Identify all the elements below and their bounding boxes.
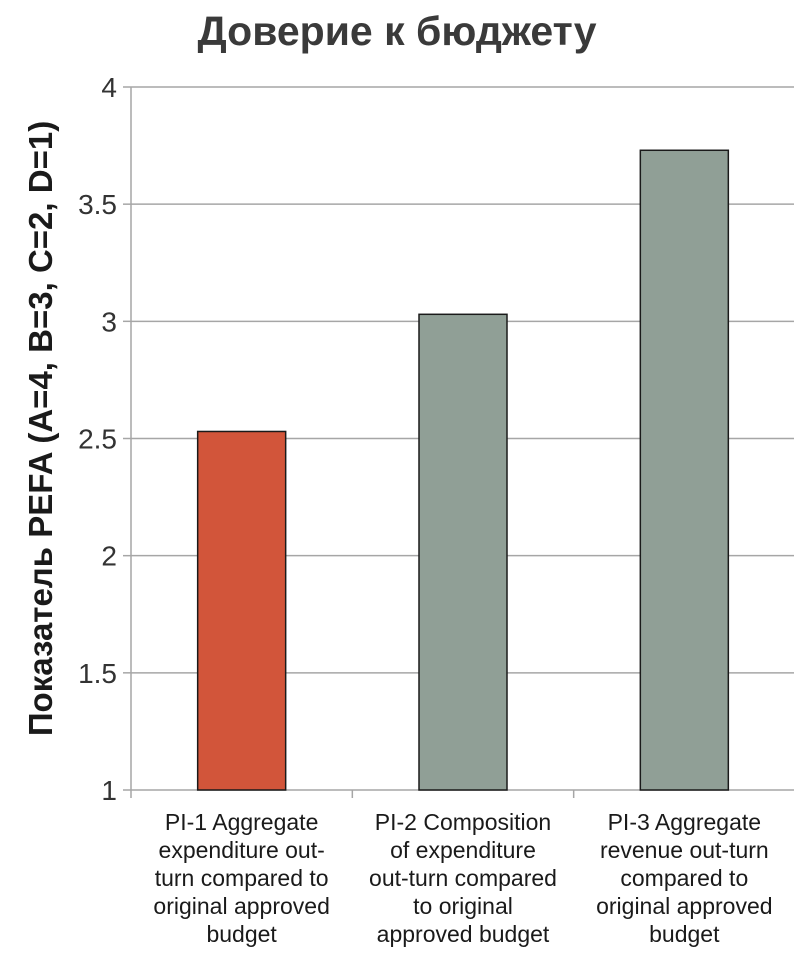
y-tick-label: 3.5 bbox=[78, 189, 117, 220]
x-category-label-line: original approved bbox=[153, 893, 330, 919]
x-category-label-line: original approved bbox=[596, 893, 773, 919]
x-category-label: PI-2 Composition of expenditure out-turn c… bbox=[350, 808, 576, 948]
bars bbox=[196, 149, 730, 791]
x-category-label-line: expenditure out- bbox=[158, 837, 325, 863]
x-category-label-line: of expenditure bbox=[390, 837, 536, 863]
x-category-label-line: turn compared to bbox=[154, 865, 329, 891]
y-tick-label: 1 bbox=[101, 775, 117, 806]
bar-3 bbox=[639, 149, 730, 791]
x-category-label: PI-1 Aggregate expenditure out-turn compa… bbox=[129, 808, 355, 948]
x-category-label: PI-3 Aggregate revenue out-turn compared t… bbox=[571, 808, 794, 948]
bar-2 bbox=[418, 313, 508, 791]
x-category-label-line: PI-2 Composition bbox=[374, 809, 552, 835]
y-tick-label: 2 bbox=[101, 541, 117, 572]
x-category-label-line: PI-1 Aggregate bbox=[164, 809, 319, 835]
chart-title: Доверие к бюджету bbox=[197, 8, 597, 54]
x-category-label-line: PI-3 Aggregate bbox=[607, 809, 762, 835]
x-category-label-line: revenue out-turn bbox=[599, 837, 769, 863]
x-category-label-line: compared to bbox=[620, 865, 749, 891]
x-category-label-line: out-turn compared bbox=[369, 865, 557, 891]
y-tick-labels: 1 1.5 2 2.5 3 3.5 4 bbox=[78, 72, 117, 806]
x-category-label-line: budget bbox=[649, 921, 720, 947]
x-category-label-line: budget bbox=[206, 921, 277, 947]
y-tick-label: 3 bbox=[101, 306, 117, 337]
y-tick-label: 1.5 bbox=[78, 658, 117, 689]
bar-1 bbox=[196, 430, 287, 791]
y-tick-label: 4 bbox=[101, 72, 117, 103]
y-tick-label: 2.5 bbox=[78, 424, 117, 455]
x-category-label-line: to original bbox=[413, 893, 513, 919]
y-axis-label: Показатель PEFA (A=4, B=3, C=2, D=1) bbox=[22, 121, 59, 736]
x-category-label-line: approved budget bbox=[376, 921, 550, 947]
